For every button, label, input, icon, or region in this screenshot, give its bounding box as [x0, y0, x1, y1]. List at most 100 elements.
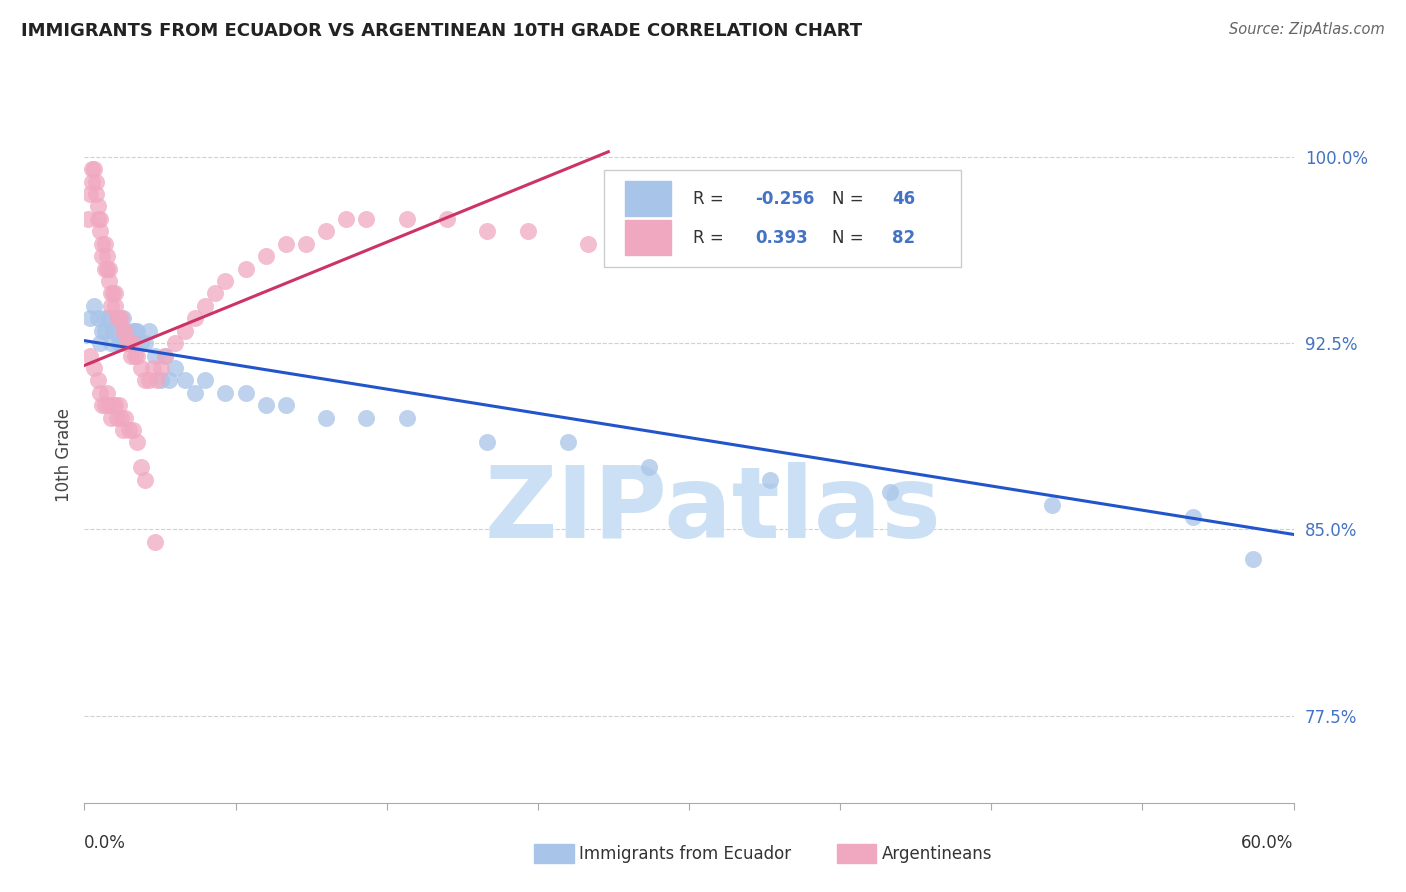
Point	[143, 349, 166, 363]
Point	[174, 373, 197, 387]
Point	[124, 349, 146, 363]
Point	[295, 236, 318, 251]
Point	[335, 211, 357, 226]
Point	[356, 211, 378, 226]
Point	[87, 311, 110, 326]
Point	[557, 435, 579, 450]
Point	[101, 398, 124, 412]
Point	[97, 274, 120, 288]
Text: N =: N =	[831, 229, 869, 247]
Point	[93, 398, 115, 412]
Point	[477, 435, 499, 450]
Point	[477, 224, 499, 238]
Point	[153, 349, 176, 363]
Point	[89, 385, 111, 400]
Bar	[624, 181, 671, 216]
Point	[194, 373, 217, 387]
Point	[120, 349, 142, 363]
Point	[100, 286, 122, 301]
Point	[107, 398, 129, 412]
Point	[96, 249, 118, 263]
Point	[576, 236, 599, 251]
Point	[93, 324, 115, 338]
Point	[129, 336, 152, 351]
Point	[125, 349, 148, 363]
Point	[111, 324, 134, 338]
Point	[105, 410, 128, 425]
Text: IMMIGRANTS FROM ECUADOR VS ARGENTINEAN 10TH GRADE CORRELATION CHART: IMMIGRANTS FROM ECUADOR VS ARGENTINEAN 1…	[21, 22, 862, 40]
Point	[315, 224, 337, 238]
Point	[235, 261, 257, 276]
Point	[121, 423, 143, 437]
Point	[125, 435, 148, 450]
Point	[83, 361, 105, 376]
Point	[82, 175, 104, 189]
Point	[118, 336, 141, 351]
Text: ZIPatlas: ZIPatlas	[485, 462, 942, 559]
Point	[114, 410, 136, 425]
Point	[315, 410, 337, 425]
Point	[87, 211, 110, 226]
Point	[101, 286, 124, 301]
Point	[214, 385, 236, 400]
Point	[91, 249, 114, 263]
Point	[83, 299, 105, 313]
Point	[114, 324, 136, 338]
Point	[516, 224, 538, 238]
Point	[879, 485, 901, 500]
Point	[254, 398, 277, 412]
Point	[91, 236, 114, 251]
Point	[138, 324, 160, 338]
Text: 60.0%: 60.0%	[1241, 834, 1294, 852]
Point	[100, 336, 122, 351]
Point	[149, 361, 172, 376]
Point	[111, 311, 134, 326]
Text: R =: R =	[693, 229, 734, 247]
Text: Argentineans: Argentineans	[882, 845, 993, 863]
Point	[86, 187, 108, 202]
Text: Immigrants from Ecuador: Immigrants from Ecuador	[579, 845, 792, 863]
Point	[758, 473, 780, 487]
Point	[97, 311, 120, 326]
Point	[77, 211, 100, 226]
Y-axis label: 10th Grade: 10th Grade	[55, 408, 73, 502]
Point	[104, 299, 127, 313]
Point	[104, 324, 127, 338]
Point	[91, 324, 114, 338]
Point	[101, 324, 124, 338]
Text: 46: 46	[891, 190, 915, 208]
Point	[637, 460, 659, 475]
Point	[165, 361, 187, 376]
Text: 82: 82	[891, 229, 915, 247]
Point	[174, 324, 197, 338]
Point	[82, 162, 104, 177]
Point	[235, 385, 257, 400]
Text: 0.0%: 0.0%	[84, 834, 127, 852]
Point	[93, 236, 115, 251]
Point	[125, 324, 148, 338]
Point	[1040, 498, 1063, 512]
Point	[86, 175, 108, 189]
Point	[89, 336, 111, 351]
Point	[395, 211, 418, 226]
Point	[214, 274, 236, 288]
Point	[110, 336, 132, 351]
Point	[96, 261, 118, 276]
Point	[1241, 552, 1264, 566]
Text: R =: R =	[693, 190, 728, 208]
Point	[104, 286, 127, 301]
Point	[97, 261, 120, 276]
Point	[134, 473, 156, 487]
Point	[87, 199, 110, 213]
Point	[146, 373, 169, 387]
Point	[79, 187, 101, 202]
Point	[83, 162, 105, 177]
Point	[118, 336, 141, 351]
Point	[110, 311, 132, 326]
Point	[121, 324, 143, 338]
Point	[274, 398, 297, 412]
Point	[274, 236, 297, 251]
Point	[110, 410, 132, 425]
Point	[87, 373, 110, 387]
Text: Source: ZipAtlas.com: Source: ZipAtlas.com	[1229, 22, 1385, 37]
